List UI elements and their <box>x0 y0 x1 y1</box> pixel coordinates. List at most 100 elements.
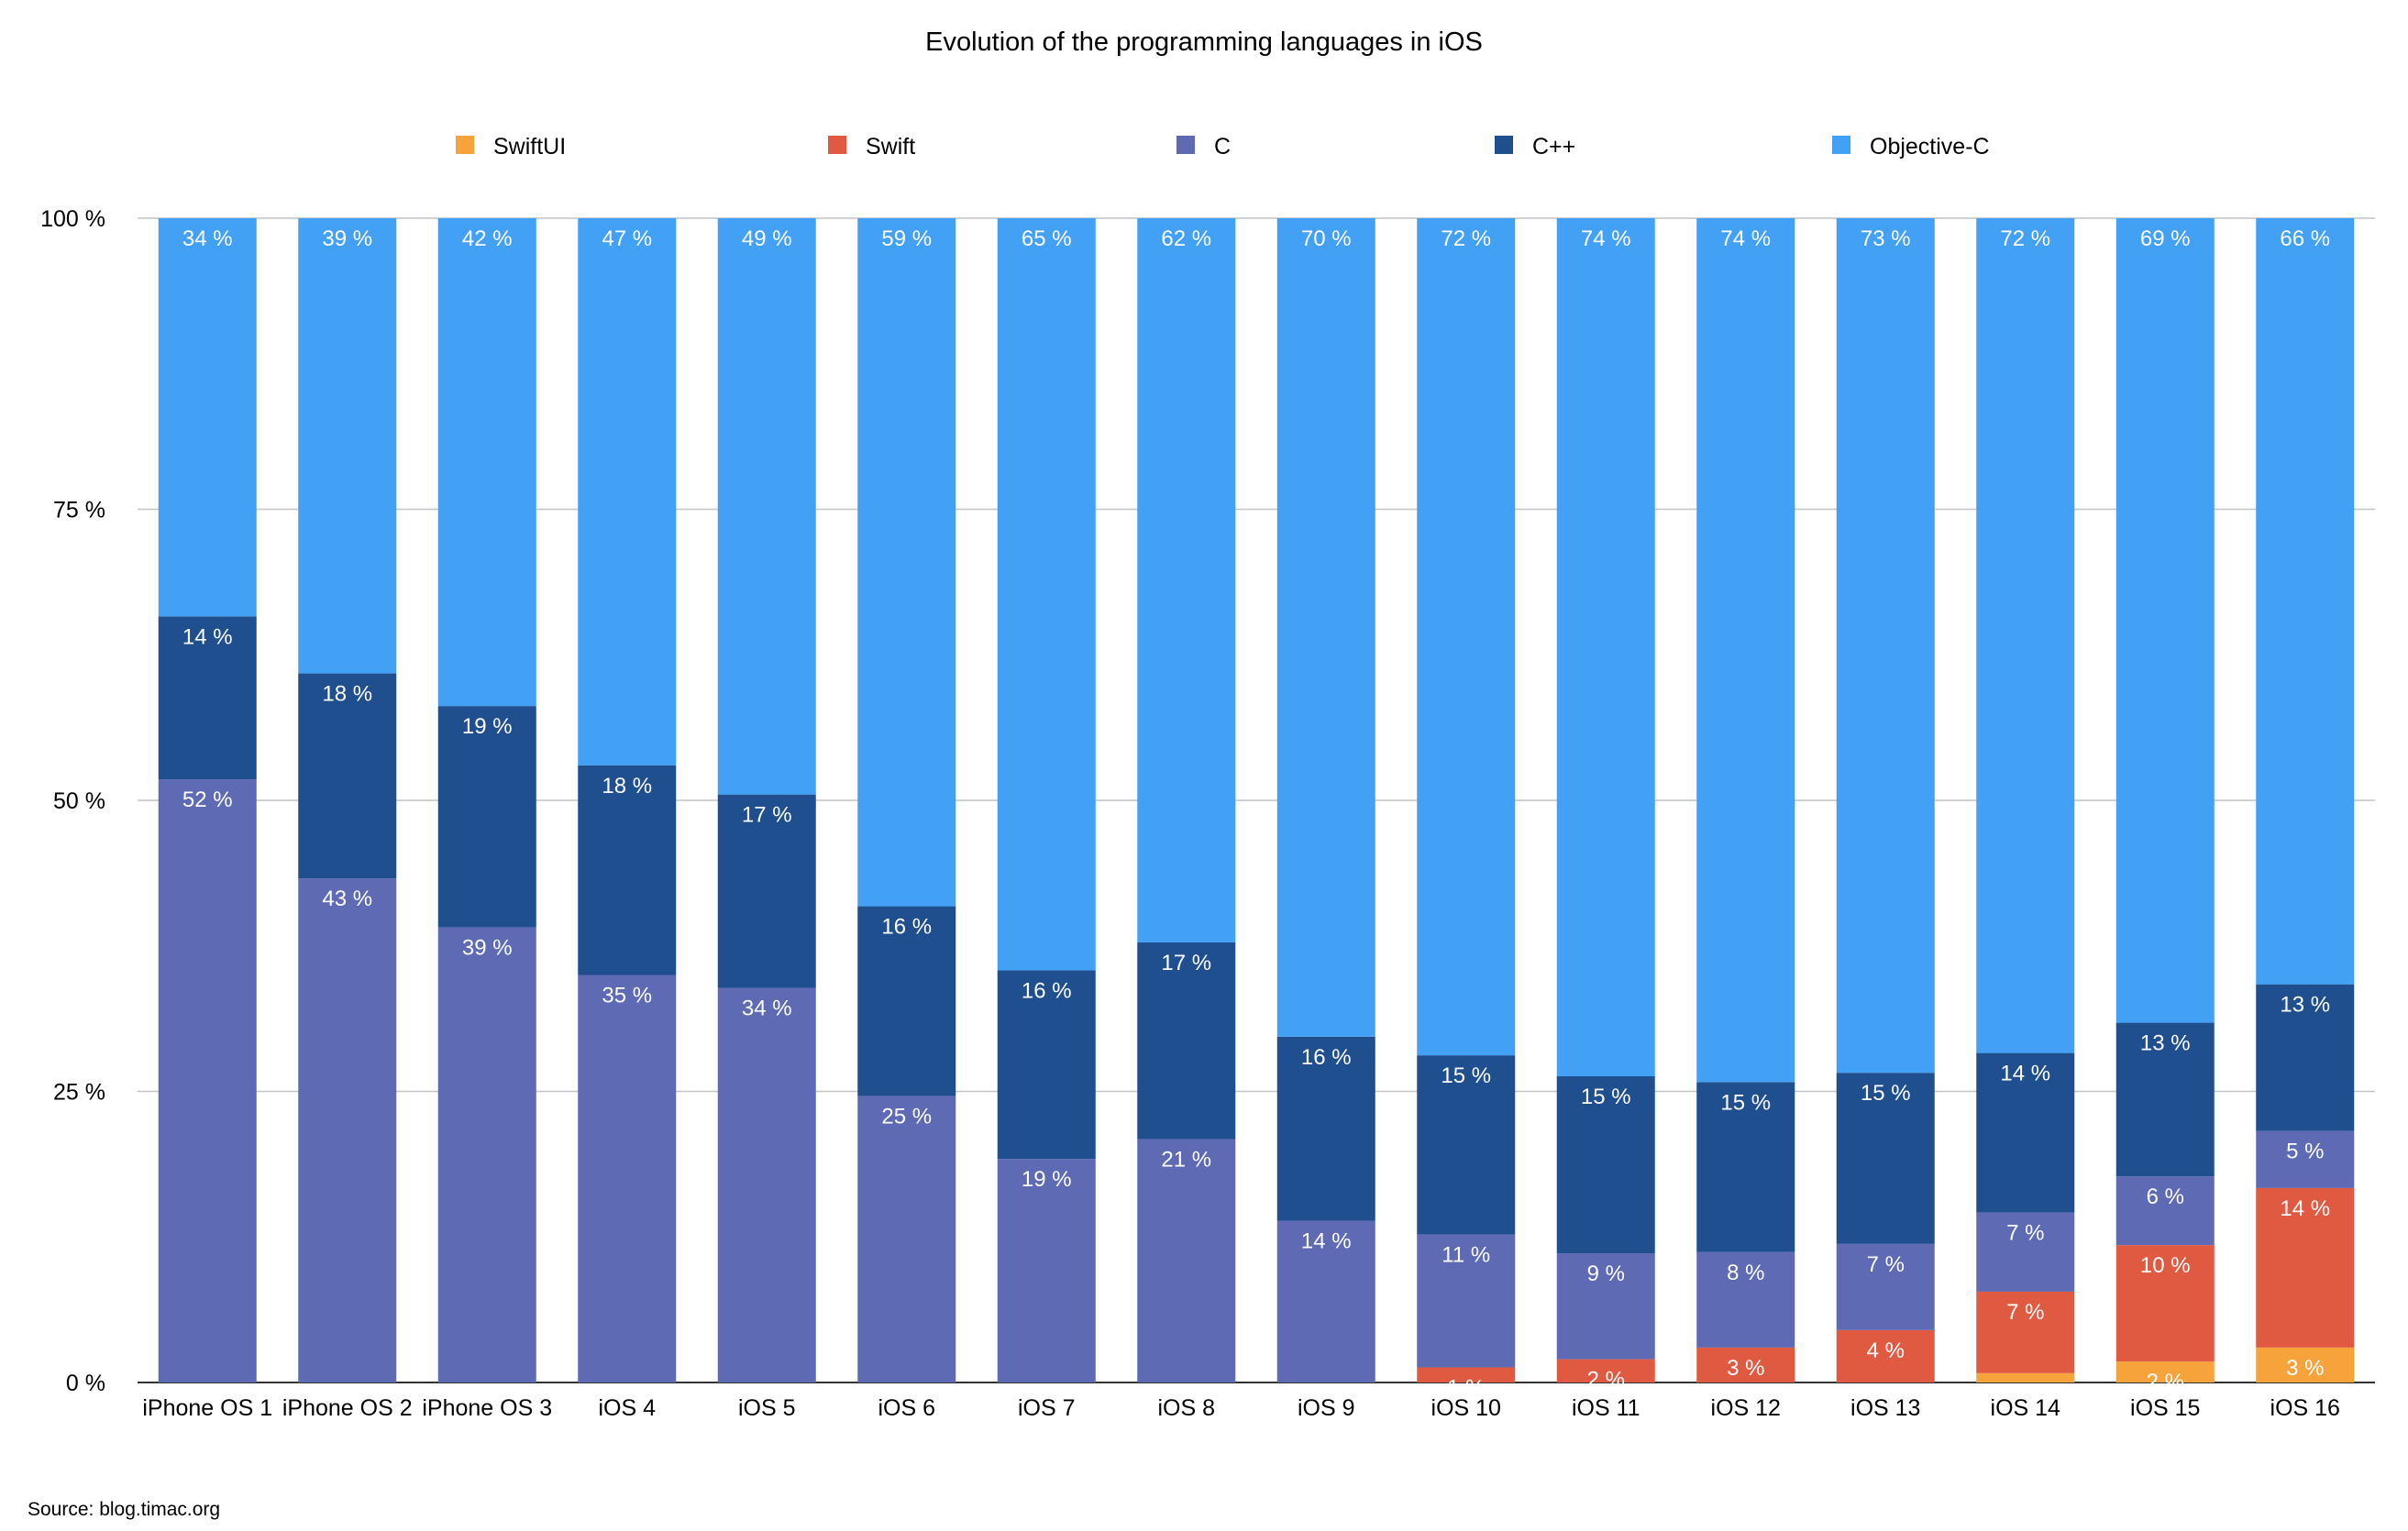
x-tick-label: iOS 7 <box>1018 1395 1076 1421</box>
bar-swift-ios-11 <box>1556 1359 1655 1382</box>
bar-cpp-ios-6 <box>857 906 956 1096</box>
bar-c-ios-9 <box>1276 1220 1375 1382</box>
value-label-cpp: 15 % <box>1441 1063 1491 1088</box>
value-label-c: 9 % <box>1587 1261 1625 1286</box>
y-tick-label: 50 % <box>53 788 105 814</box>
value-label-swift: 3 % <box>1727 1356 1764 1381</box>
x-tick-label: iOS 14 <box>1991 1395 2061 1421</box>
x-tick-label: iOS 10 <box>1431 1395 1501 1421</box>
value-label-objective-c: 39 % <box>322 226 372 251</box>
value-label-objective-c: 49 % <box>742 226 792 251</box>
value-label-c: 6 % <box>2147 1184 2184 1209</box>
bar-objective-c-ios-7 <box>997 218 1096 971</box>
value-label-c: 11 % <box>1441 1243 1490 1268</box>
value-label-cpp: 16 % <box>881 915 932 940</box>
value-label-cpp: 17 % <box>742 803 792 828</box>
value-label-c: 21 % <box>1161 1148 1211 1173</box>
x-tick-label: iOS 15 <box>2130 1395 2200 1421</box>
value-label-swiftui: 2 % <box>2147 1370 2184 1394</box>
bar-objective-c-ios-14 <box>1976 218 2075 1053</box>
bar-c-ios-11 <box>1556 1253 1655 1360</box>
value-label-cpp: 15 % <box>1581 1085 1631 1109</box>
x-tick-label: iOS 13 <box>1850 1395 1920 1421</box>
x-tick-label: iPhone OS 2 <box>282 1395 413 1421</box>
bar-c-ios-6 <box>857 1096 956 1382</box>
y-tick-label: 100 % <box>40 206 105 232</box>
value-label-cpp: 18 % <box>322 682 372 707</box>
bar-c-ios-14 <box>1976 1212 2075 1292</box>
bar-objective-c-ios-11 <box>1556 218 1655 1076</box>
value-label-cpp: 13 % <box>2280 993 2330 1018</box>
bar-objective-c-ios-16 <box>2256 218 2355 985</box>
legend-swatch <box>1832 136 1850 154</box>
bar-swift-ios-12 <box>1696 1347 1795 1382</box>
value-label-cpp: 18 % <box>602 774 652 799</box>
value-label-c: 7 % <box>1867 1252 1905 1277</box>
bar-c-ios-7 <box>997 1159 1096 1382</box>
bar-cpp-ios-10 <box>1417 1055 1516 1235</box>
y-tick-label: 75 % <box>53 498 105 523</box>
value-label-cpp: 14 % <box>2000 1062 2050 1086</box>
value-label-cpp: 19 % <box>462 714 513 739</box>
bar-c-iphone-os-3 <box>437 927 536 1382</box>
bar-objective-c-ios-8 <box>1137 218 1236 942</box>
value-label-c: 5 % <box>2286 1140 2324 1164</box>
value-label-objective-c: 72 % <box>1441 226 1491 251</box>
bar-c-ios-8 <box>1137 1139 1236 1382</box>
bar-c-ios-4 <box>578 975 677 1382</box>
legend-swatch <box>828 136 846 154</box>
bar-objective-c-ios-9 <box>1276 218 1375 1037</box>
value-label-objective-c: 59 % <box>881 226 932 251</box>
bar-cpp-ios-4 <box>578 765 677 975</box>
bar-c-ios-15 <box>2115 1176 2215 1246</box>
bar-swiftui-ios-14 <box>1976 1372 2075 1382</box>
value-label-objective-c: 70 % <box>1301 226 1352 251</box>
chart-title: Evolution of the programming languages i… <box>925 28 1483 57</box>
bar-c-iphone-os-2 <box>298 878 397 1382</box>
value-label-cpp: 13 % <box>2140 1031 2191 1056</box>
bar-objective-c-iphone-os-1 <box>158 218 257 617</box>
value-label-objective-c: 74 % <box>1581 226 1631 251</box>
value-label-c: 14 % <box>1301 1228 1352 1253</box>
x-tick-label: iOS 8 <box>1157 1395 1215 1421</box>
bar-objective-c-ios-12 <box>1696 218 1795 1083</box>
legend-swatch <box>1176 136 1195 154</box>
value-label-c: 8 % <box>1727 1261 1764 1285</box>
value-label-cpp: 17 % <box>1161 951 1211 975</box>
bar-objective-c-ios-13 <box>1836 218 1935 1074</box>
value-label-objective-c: 74 % <box>1720 226 1771 251</box>
value-label-c: 34 % <box>742 996 792 1020</box>
value-labels-layer: 52 % 14 % 34 % 43 % 18 % 39 % 39 % 19 % 42 % 35 %… <box>182 226 2330 1406</box>
bar-objective-c-ios-6 <box>857 218 956 907</box>
bar-cpp-ios-5 <box>717 794 816 988</box>
legend-label: C++ <box>1532 134 1575 160</box>
legend-label: Swift <box>866 134 915 160</box>
legend: SwiftUI Swift C C++ Objective-C <box>456 134 1990 160</box>
bar-swift-ios-14 <box>1976 1291 2075 1373</box>
bars-layer <box>158 218 2355 1382</box>
bar-cpp-ios-12 <box>1696 1082 1795 1252</box>
bar-objective-c-ios-5 <box>717 218 816 795</box>
value-label-objective-c: 62 % <box>1161 226 1211 251</box>
value-label-cpp: 16 % <box>1022 978 1072 1003</box>
legend-label: Objective-C <box>1870 134 1990 160</box>
bar-swift-ios-13 <box>1836 1329 1935 1382</box>
value-label-c: 25 % <box>881 1105 932 1129</box>
value-label-c: 7 % <box>2006 1221 2044 1246</box>
legend-label: C <box>1214 134 1231 160</box>
bar-objective-c-ios-15 <box>2115 218 2215 1023</box>
bar-cpp-iphone-os-2 <box>298 673 397 879</box>
bar-cpp-ios-11 <box>1556 1075 1655 1254</box>
value-label-c: 52 % <box>182 788 233 812</box>
value-label-swift: 2 % <box>1587 1368 1625 1393</box>
bar-swift-ios-10 <box>1417 1367 1516 1382</box>
value-label-swift: 10 % <box>2140 1253 2191 1278</box>
x-tick-label: iOS 9 <box>1298 1395 1355 1421</box>
value-label-swiftui: 3 % <box>2286 1356 2324 1381</box>
x-tick-label: iPhone OS 1 <box>142 1395 272 1421</box>
value-label-c: 43 % <box>322 887 372 911</box>
value-label-cpp: 15 % <box>1720 1090 1771 1115</box>
value-label-swift: 4 % <box>1867 1338 1905 1363</box>
bar-swiftui-ios-15 <box>2115 1361 2215 1382</box>
